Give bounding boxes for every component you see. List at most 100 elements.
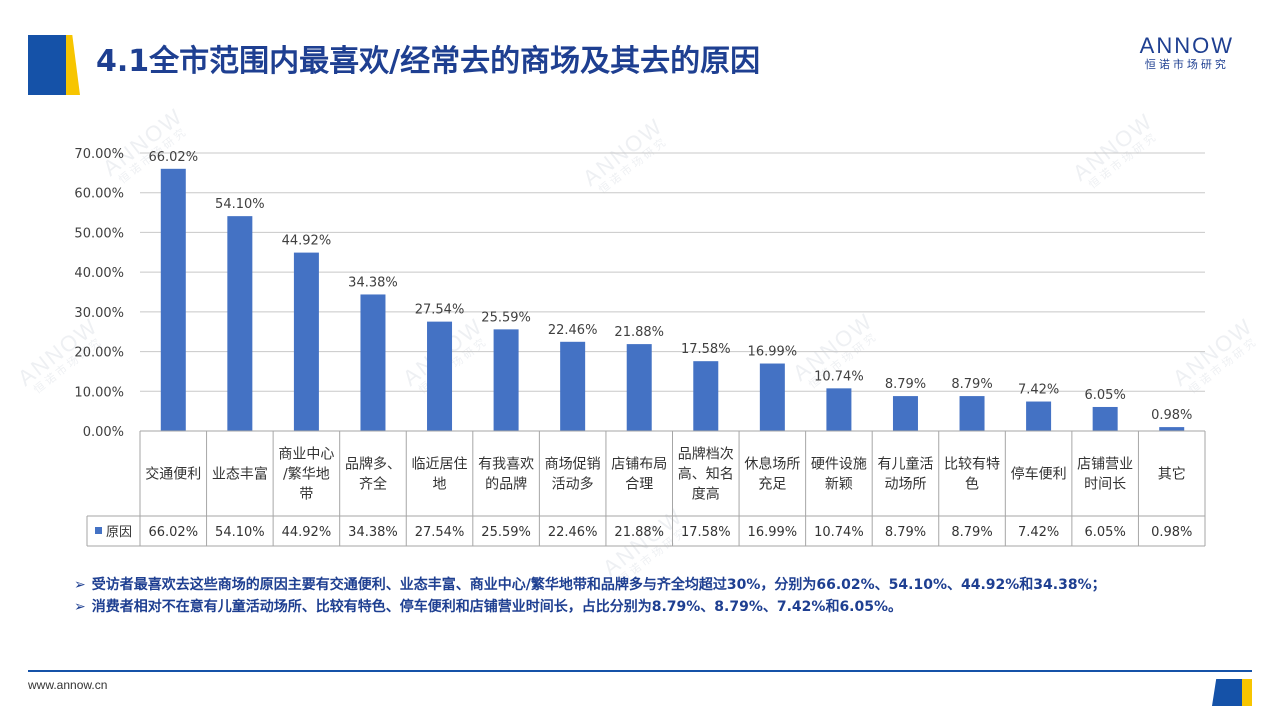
bar: [293, 252, 319, 431]
bar: [1092, 406, 1118, 431]
x-category-label: 其它: [1158, 466, 1186, 483]
data-label: 22.46%: [548, 323, 598, 338]
note-text: 受访者最喜欢去这些商场的原因主要有交通便利、业态丰富、商业中心/繁华地带和品牌多…: [91, 577, 1106, 593]
footer-url: www.annow.cn: [28, 678, 108, 692]
data-label: 8.79%: [885, 377, 926, 392]
data-label: 66.02%: [148, 150, 198, 165]
bar: [826, 388, 852, 431]
logo-block: [28, 35, 80, 95]
table-value: 8.79%: [885, 525, 926, 540]
note-1: ➢ 受访者最喜欢去这些商场的原因主要有交通便利、业态丰富、商业中心/繁华地带和品牌…: [74, 574, 1106, 596]
legend-entry: 原因: [106, 525, 132, 540]
data-label: 16.99%: [748, 345, 798, 360]
bar-chart: 0.00% 10.00% 20.00% 30.00% 40.00% 50.00% 60.00…: [74, 147, 1206, 547]
y-tick-label: 50.00%: [74, 226, 124, 241]
brand-name: ANNOW: [1139, 33, 1234, 58]
bar: [959, 396, 985, 431]
table-value: 66.02%: [148, 525, 198, 540]
table-value: 16.99%: [748, 525, 798, 540]
x-category-label: 新颖: [825, 477, 853, 493]
x-category-label: 有儿童活: [877, 456, 933, 473]
bar: [626, 344, 652, 431]
arrow-bullet-icon: ➢: [74, 599, 86, 615]
y-tick-label: 20.00%: [74, 346, 124, 361]
bar: [227, 216, 253, 431]
x-category-label: 硬件设施: [811, 457, 867, 473]
x-category-label: 停车便利: [1011, 466, 1067, 483]
x-category-label: 店铺布局: [611, 457, 667, 473]
x-category-label: 充足: [758, 477, 786, 493]
table-value: 21.88%: [614, 525, 664, 540]
data-label: 27.54%: [415, 303, 465, 318]
data-label: 44.92%: [282, 234, 332, 249]
table-value: 8.79%: [951, 525, 992, 540]
data-label: 21.88%: [614, 325, 664, 340]
logo-block-blue: [28, 35, 66, 95]
bar: [560, 341, 586, 431]
x-category-label: 高、知名: [678, 466, 734, 483]
data-label: 7.42%: [1018, 383, 1059, 398]
x-category-label: 活动多: [552, 476, 594, 493]
x-category-label: 交通便利: [145, 466, 201, 483]
brand-sub: 恒诺市场研究: [1144, 58, 1229, 71]
table-value: 0.98%: [1151, 525, 1192, 540]
x-category-label: 度高: [692, 486, 720, 503]
y-tick-label: 40.00%: [74, 266, 124, 281]
data-label: 6.05%: [1085, 388, 1126, 403]
bar: [892, 396, 918, 431]
footer-divider: [28, 670, 1252, 672]
bar: [693, 361, 719, 431]
table-value: 10.74%: [814, 525, 864, 540]
x-category-label: 品牌档次: [678, 446, 734, 463]
bar: [1026, 401, 1052, 431]
x-category-label: 合理: [625, 477, 653, 493]
arrow-bullet-icon: ➢: [74, 577, 86, 593]
table-value: 34.38%: [348, 525, 398, 540]
x-category-label: 地: [433, 477, 447, 493]
data-label: 34.38%: [348, 275, 398, 290]
bar: [160, 168, 186, 432]
y-tick-label: 30.00%: [74, 306, 124, 321]
x-category-label: 比较有特: [944, 457, 1000, 473]
table-value: 27.54%: [415, 525, 465, 540]
note-text: 消费者相对不在意有儿童活动场所、比较有特色、停车便利和店铺营业时间长，占比分别为…: [91, 599, 903, 615]
x-category-label: 品牌多、: [345, 456, 401, 473]
x-category-label: 带: [299, 487, 313, 503]
notes: ➢ 受访者最喜欢去这些商场的原因主要有交通便利、业态丰富、商业中心/繁华地带和品牌…: [74, 574, 1106, 618]
y-tick-label: 60.00%: [74, 187, 124, 202]
table-value: 6.05%: [1085, 525, 1126, 540]
bar: [493, 329, 519, 431]
corner-logo-yellow: [1242, 679, 1252, 706]
x-category-label: 商场促销: [545, 457, 601, 473]
x-category-label: 色: [965, 476, 979, 493]
data-label: 8.79%: [951, 377, 992, 392]
y-tick-label: 10.00%: [74, 385, 124, 400]
bar: [427, 321, 453, 431]
table-value: 25.59%: [481, 525, 531, 540]
x-category-label: /繁华地: [283, 467, 330, 483]
data-label: 10.74%: [814, 369, 864, 384]
x-category-label: 业态丰富: [212, 466, 268, 483]
corner-logo-blue: [1212, 679, 1242, 706]
x-category-label: 临近居住: [412, 457, 468, 473]
brand-logo: ANNOW 恒诺市场研究: [1140, 34, 1234, 72]
y-tick-label: 70.00%: [74, 147, 124, 162]
x-category-label: 动场所: [884, 477, 926, 493]
x-category-label: 齐全: [359, 476, 387, 493]
x-category-label: 商业中心: [278, 447, 334, 463]
data-label: 0.98%: [1151, 408, 1192, 423]
data-label: 17.58%: [681, 342, 731, 357]
note-2: ➢ 消费者相对不在意有儿童活动场所、比较有特色、停车便利和店铺营业时间长，占比分别…: [74, 596, 1106, 618]
bar: [1159, 427, 1185, 431]
corner-logo: [1212, 679, 1252, 706]
x-category-label: 有我喜欢: [478, 457, 534, 473]
table-value: 7.42%: [1018, 525, 1059, 540]
bar: [360, 294, 386, 431]
bar: [759, 363, 785, 431]
page-title: 4.1全市范围内最喜欢/经常去的商场及其去的原因: [96, 44, 761, 79]
x-category-label: 的品牌: [485, 476, 527, 493]
table-value: 54.10%: [215, 525, 265, 540]
x-category-label: 时间长: [1084, 477, 1126, 493]
data-label: 54.10%: [215, 197, 265, 212]
table-value: 22.46%: [548, 525, 598, 540]
